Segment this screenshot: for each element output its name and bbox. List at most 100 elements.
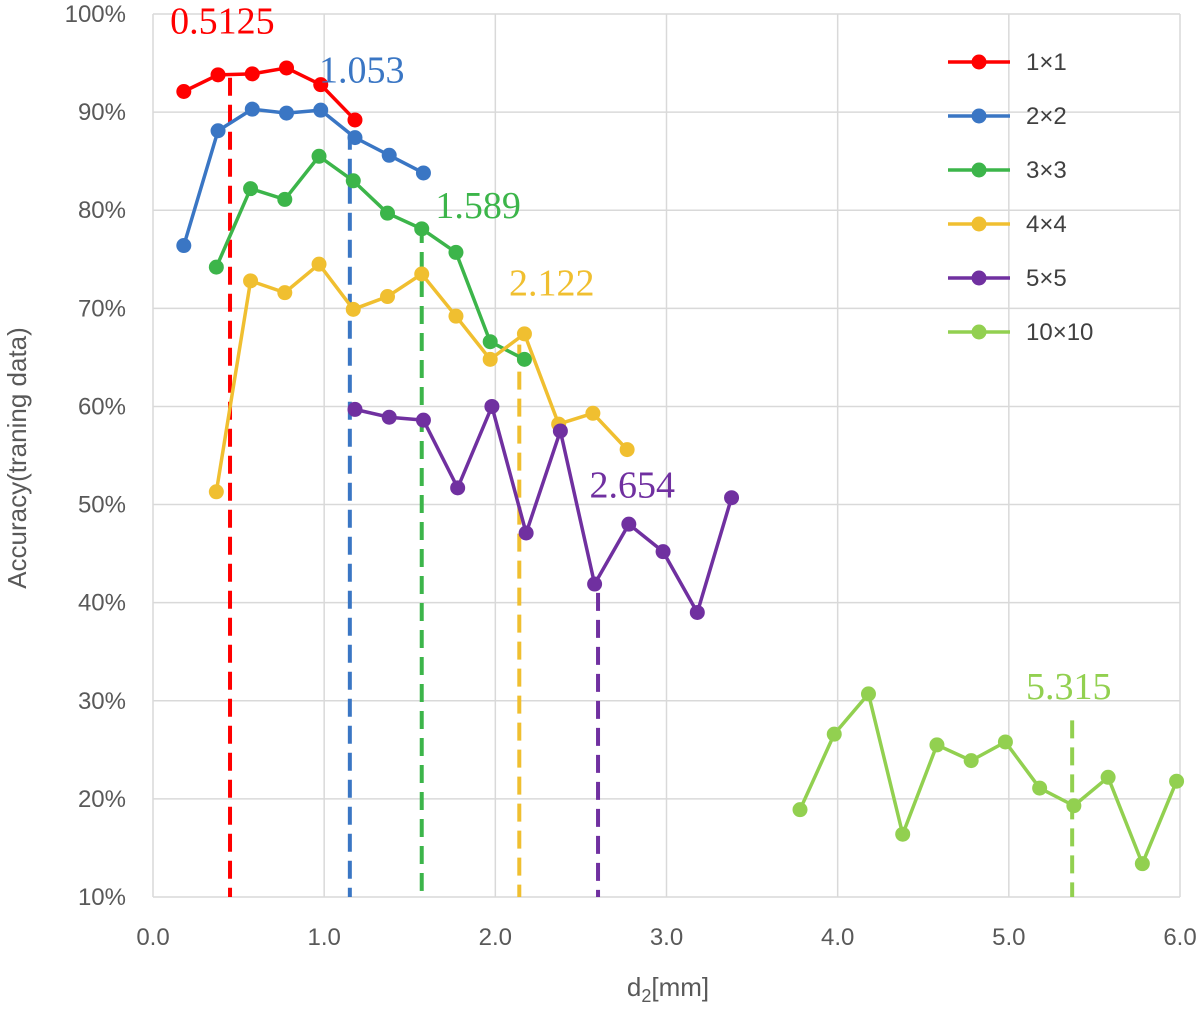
data-point bbox=[313, 102, 329, 118]
data-point bbox=[243, 273, 259, 289]
legend-item-2x2: 2×2 bbox=[948, 103, 1067, 130]
data-point bbox=[210, 67, 226, 83]
data-point bbox=[585, 405, 601, 421]
data-point bbox=[381, 409, 397, 425]
x-tick-label: 5.0 bbox=[992, 924, 1025, 951]
series-10x10 bbox=[792, 686, 1185, 872]
legend-label: 4×4 bbox=[1026, 211, 1067, 238]
data-point bbox=[313, 77, 329, 93]
data-point bbox=[450, 480, 466, 496]
data-point bbox=[963, 753, 979, 769]
series-line bbox=[354, 404, 734, 615]
reference-label-1.053: 1.053 bbox=[319, 50, 405, 92]
reference-label-5.315: 5.315 bbox=[1026, 666, 1112, 708]
legend-item-1x1: 1×1 bbox=[948, 49, 1067, 76]
data-point bbox=[414, 266, 430, 282]
series-layer bbox=[176, 60, 1185, 872]
data-point bbox=[518, 525, 534, 541]
legend-item-3x3: 3×3 bbox=[948, 157, 1067, 184]
data-point bbox=[379, 289, 395, 305]
data-point bbox=[210, 123, 226, 139]
data-point bbox=[208, 484, 224, 500]
data-point bbox=[1134, 856, 1150, 872]
y-tick-label: 40% bbox=[78, 590, 126, 617]
data-point bbox=[929, 737, 945, 753]
legend-swatch-marker bbox=[971, 54, 987, 70]
x-tick-label: 4.0 bbox=[821, 924, 854, 951]
data-point bbox=[243, 181, 259, 197]
data-point bbox=[826, 726, 842, 742]
data-point bbox=[448, 308, 464, 324]
data-point bbox=[997, 734, 1013, 750]
y-tick-label: 30% bbox=[78, 688, 126, 715]
y-tick-label: 10% bbox=[78, 884, 126, 911]
series-line bbox=[214, 154, 526, 361]
data-point bbox=[895, 826, 911, 842]
data-point bbox=[414, 221, 430, 237]
legend-item-4x4: 4×4 bbox=[948, 211, 1067, 238]
legend-label: 10×10 bbox=[1026, 319, 1093, 346]
data-point bbox=[619, 442, 635, 458]
y-tick-label: 70% bbox=[78, 295, 126, 322]
data-point bbox=[277, 285, 293, 301]
y-tick-label: 100% bbox=[65, 1, 126, 28]
data-point bbox=[347, 401, 363, 417]
data-point bbox=[347, 112, 363, 128]
data-point bbox=[379, 205, 395, 221]
x-tick-label: 6.0 bbox=[1163, 924, 1196, 951]
x-axis-title-subscript: 2 bbox=[641, 986, 651, 1006]
legend-label: 2×2 bbox=[1026, 103, 1067, 130]
data-point bbox=[860, 686, 876, 702]
gridlines bbox=[152, 13, 1181, 898]
legend-item-5x5: 5×5 bbox=[948, 265, 1067, 292]
reference-label-2.122: 2.122 bbox=[509, 263, 595, 305]
data-point bbox=[381, 147, 397, 163]
series-2x2 bbox=[176, 101, 431, 254]
y-tick-label: 90% bbox=[78, 99, 126, 126]
series-line bbox=[798, 692, 1179, 866]
data-point bbox=[345, 301, 361, 317]
data-point bbox=[448, 244, 464, 260]
data-point bbox=[415, 412, 431, 428]
y-tick-label: 60% bbox=[78, 393, 126, 420]
data-point bbox=[208, 259, 224, 275]
data-point bbox=[724, 490, 740, 506]
data-point bbox=[621, 516, 637, 532]
y-tick-label: 50% bbox=[78, 492, 126, 519]
legend-swatch-marker bbox=[971, 162, 987, 178]
legend-swatch-marker bbox=[971, 108, 987, 124]
legend-item-10x10: 10×10 bbox=[948, 319, 1093, 346]
data-point bbox=[279, 60, 295, 76]
data-point bbox=[244, 66, 260, 82]
data-point bbox=[311, 256, 327, 272]
legend-swatch-marker bbox=[971, 324, 987, 340]
data-point bbox=[516, 351, 532, 367]
data-point bbox=[1066, 798, 1082, 814]
legend-swatch-marker bbox=[971, 216, 987, 232]
x-tick-label: 2.0 bbox=[479, 924, 512, 951]
x-axis-title-main: d bbox=[627, 972, 641, 1002]
data-point bbox=[279, 105, 295, 121]
series-3x3 bbox=[208, 148, 532, 367]
legend-swatch-marker bbox=[971, 270, 987, 286]
data-point bbox=[1169, 773, 1185, 789]
data-point bbox=[1100, 769, 1116, 785]
legend-label: 1×1 bbox=[1026, 49, 1067, 76]
data-point bbox=[244, 101, 260, 117]
tick-labels: 10% 20% 30% 40% 50% 60% 70% 80% 90% 100% 0.0 1.0 2.0… bbox=[65, 1, 1197, 951]
legend: 1×1 2×2 3×3 4×4 5×5 10×10 bbox=[948, 49, 1093, 346]
x-tick-label: 1.0 bbox=[307, 924, 340, 951]
x-tick-label: 3.0 bbox=[650, 924, 683, 951]
data-point bbox=[482, 351, 498, 367]
reference-label-2.654: 2.654 bbox=[589, 465, 675, 507]
legend-label: 3×3 bbox=[1026, 157, 1067, 184]
y-axis-title: Accuracy(traning data) bbox=[2, 327, 32, 589]
annotations: 0.5125 1.053 1.589 2.122 2.654 5.315 bbox=[170, 1, 1111, 708]
data-point bbox=[482, 334, 498, 350]
data-point bbox=[516, 326, 532, 342]
legend-label: 5×5 bbox=[1026, 265, 1067, 292]
data-point bbox=[176, 238, 192, 254]
x-axis-title: d2[mm] bbox=[627, 972, 709, 1006]
data-point bbox=[587, 576, 603, 592]
